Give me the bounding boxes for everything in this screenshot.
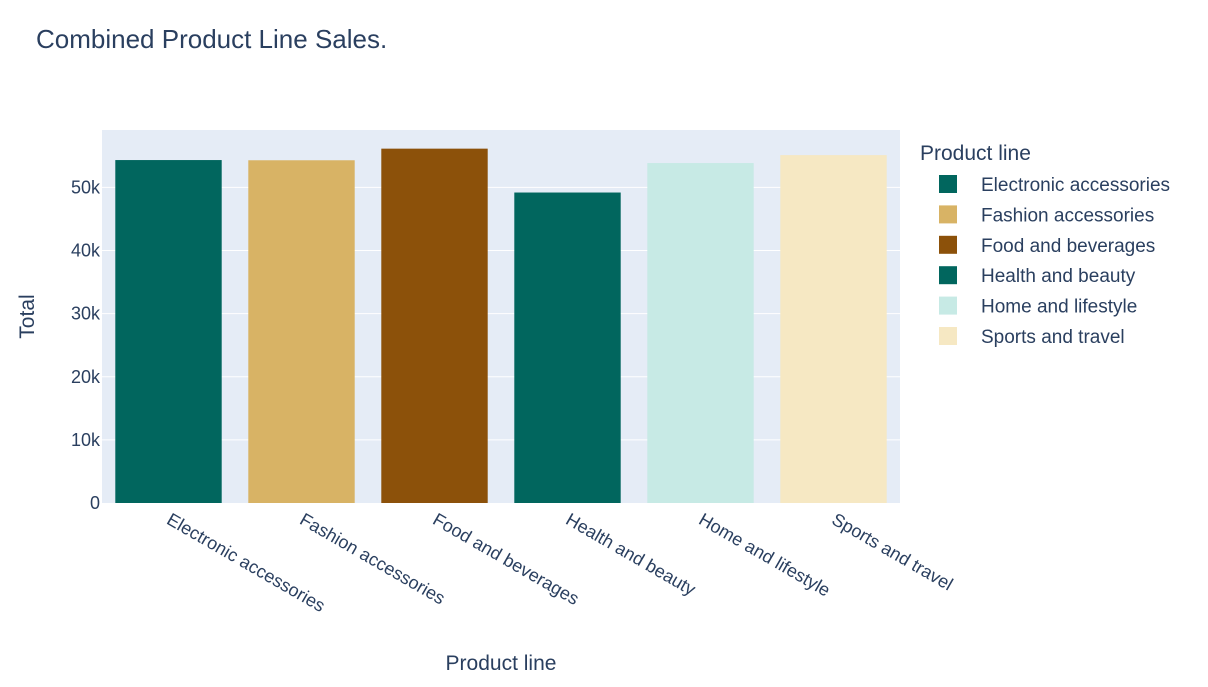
legend-entry-label[interactable]: Health and beauty [981, 266, 1136, 287]
y-tick-label: 0 [90, 493, 100, 513]
plot-background [102, 130, 900, 503]
bar[interactable] [248, 160, 355, 503]
bar[interactable] [647, 163, 754, 503]
bar[interactable] [514, 192, 621, 504]
legend-entry-label[interactable]: Electronic accessories [981, 175, 1170, 196]
x-tick-label: Food and beverages [430, 509, 583, 609]
y-tick-label: 10k [71, 430, 101, 450]
x-tick-label: Home and lifestyle [696, 509, 834, 600]
bar[interactable] [780, 155, 887, 503]
y-tick-labels: 0 10k 20k 30k 40k 50k [71, 177, 101, 513]
y-tick-label: 50k [71, 177, 101, 197]
legend-entry-label[interactable]: Fashion accessories [981, 205, 1154, 226]
chart-title: Combined Product Line Sales. [36, 24, 388, 54]
bars [115, 148, 887, 504]
bar[interactable] [381, 148, 488, 504]
legend-entry-label[interactable]: Home and lifestyle [981, 297, 1137, 318]
y-tick-label: 20k [71, 367, 101, 387]
x-axis-title: Product line [446, 652, 557, 675]
legend-title: Product line [920, 142, 1031, 165]
y-axis-title: Total [16, 294, 39, 338]
y-tick-label: 40k [71, 241, 101, 261]
legend-entry-label[interactable]: Sports and travel [981, 327, 1125, 348]
y-tick-label: 30k [71, 304, 101, 324]
gridlines [102, 186, 900, 441]
legend-swatch[interactable] [939, 205, 957, 224]
legend-swatch[interactable] [939, 235, 957, 254]
legend-swatch[interactable] [939, 327, 957, 345]
x-tick-label: Sports and travel [829, 509, 957, 594]
legend-swatch[interactable] [939, 266, 957, 285]
legend-entry-label[interactable]: Food and beverages [981, 236, 1155, 257]
bar[interactable] [115, 160, 222, 503]
x-tick-label: Health and beauty [563, 509, 700, 599]
legend-swatch[interactable] [939, 175, 957, 193]
legend: Product line Electronic accessories Fashi… [920, 142, 1170, 348]
legend-swatch[interactable] [939, 296, 957, 315]
